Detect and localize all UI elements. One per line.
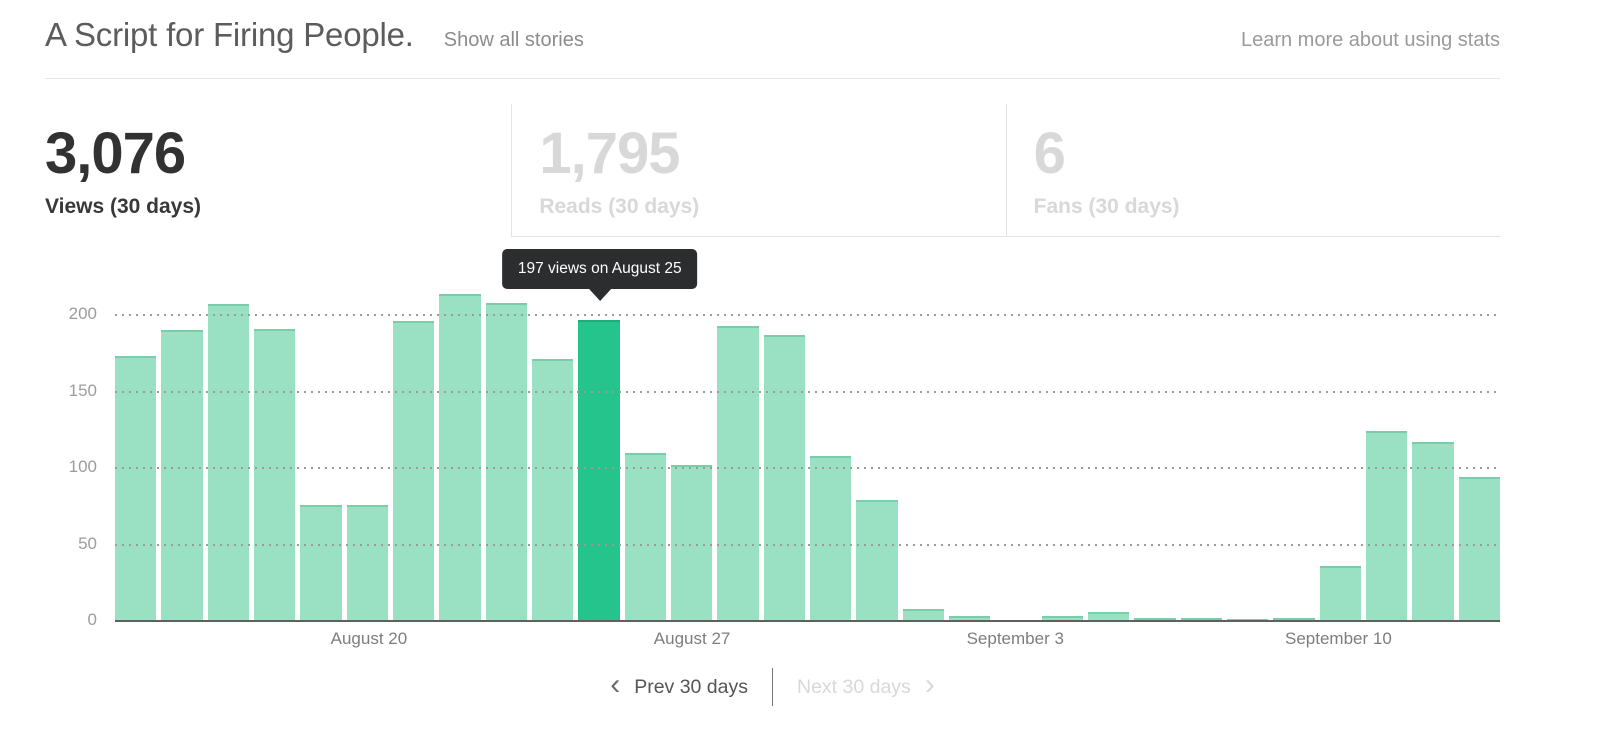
bar-august-29[interactable] [763,334,805,621]
bar-september-9[interactable] [1273,617,1315,621]
summary-stats-row: 3,076 Views (30 days) 1,795 Reads (30 da… [45,104,1500,237]
bar-september-11[interactable] [1365,431,1408,621]
show-all-stories-link[interactable]: Show all stories [443,29,584,51]
stats-page: A Script for Firing People. Show all sto… [45,0,1500,709]
story-title: A Script for Firing People. [45,16,414,53]
bar-august-23[interactable] [485,302,527,621]
bar-august-21[interactable] [392,321,435,621]
pagination-divider [772,668,773,706]
next-30-days-button[interactable]: Next 30 days › [797,668,935,702]
x-axis-labels: August 20 August 27 September 3 September 1… [115,629,1500,659]
x-tick-september-3: September 3 [966,629,1064,648]
stat-reads[interactable]: 1,795 Reads (30 days) [511,104,1006,237]
bar-september-5[interactable] [1087,611,1130,621]
bar-august-20[interactable] [346,504,388,621]
stat-views[interactable]: 3,076 Views (30 days) [45,104,511,237]
bar-september-4[interactable] [1041,616,1083,621]
y-tick-0: 0 [87,610,97,629]
bar-september-2[interactable] [948,616,991,621]
y-tick-50: 50 [78,533,97,553]
reads-label: Reads (30 days) [539,194,700,218]
bar-august-26[interactable] [624,452,666,621]
next-30-days-label: Next 30 days [797,675,911,698]
chevron-right-icon: › [924,668,935,701]
y-tick-150: 150 [68,380,97,400]
prev-30-days-label: Prev 30 days [634,675,748,698]
learn-more-link[interactable]: Learn more about using stats [1240,29,1500,51]
bar-september-12[interactable] [1412,442,1454,621]
bar-august-19[interactable] [300,504,342,621]
bar-september-1[interactable] [902,608,944,621]
bar-august-22[interactable] [439,293,481,621]
x-tick-august-27: August 27 [653,629,731,648]
page-header: A Script for Firing People. Show all sto… [45,0,1500,79]
chart-tooltip: 197 views on August 25 [501,248,698,289]
reads-value: 1,795 [539,121,680,186]
prev-30-days-button[interactable]: ‹ Prev 30 days [610,668,748,702]
y-tick-200: 200 [68,304,97,323]
bar-august-16[interactable] [161,330,203,621]
bar-august-27[interactable] [670,464,713,621]
views-bar-chart: 197 views on August 25 0 50 100 150 200 Augu… [45,248,1500,659]
bar-september-6[interactable] [1134,617,1176,621]
views-label: Views (30 days) [45,194,202,218]
bar-august-15[interactable] [115,356,157,621]
views-value: 3,076 [45,121,186,186]
chart-plot: 197 views on August 25 0 50 100 150 200 [69,248,1500,629]
bar-august-17[interactable] [207,304,249,621]
stat-fans[interactable]: 6 Fans (30 days) [1005,104,1500,237]
bar-august-30[interactable] [809,455,852,621]
bar-september-10[interactable] [1319,565,1361,621]
fans-value: 6 [1033,121,1066,186]
chevron-left-icon: ‹ [610,668,621,701]
bar-august-24[interactable] [531,359,574,621]
bars [115,293,1500,621]
date-range-pagination: ‹ Prev 30 days Next 30 days › [45,665,1500,709]
x-tick-september-10: September 10 [1285,629,1392,648]
bar-august-18[interactable] [253,328,296,621]
fans-label: Fans (30 days) [1033,194,1180,218]
bar-september-7[interactable] [1180,617,1222,621]
x-tick-august-20: August 20 [330,629,408,648]
x-axis-line [115,620,1500,622]
y-tick-100: 100 [68,457,97,476]
bar-august-25[interactable] [578,319,620,621]
bar-september-13[interactable] [1458,477,1500,621]
bar-august-28[interactable] [717,325,759,621]
bar-august-31[interactable] [856,500,898,621]
